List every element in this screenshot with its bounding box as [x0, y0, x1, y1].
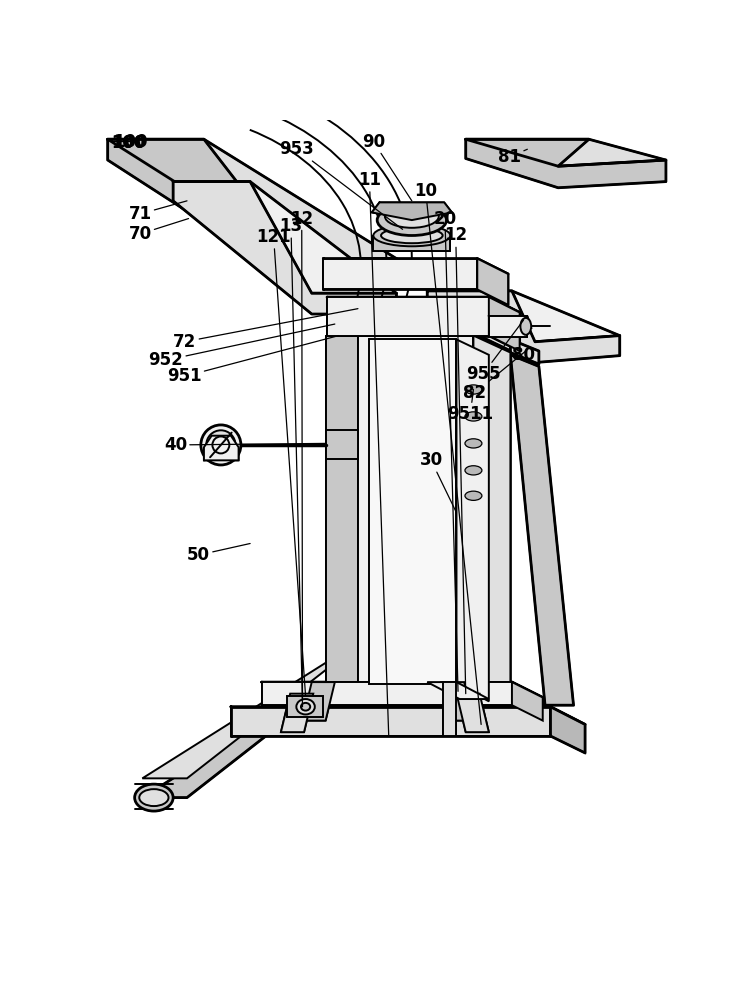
Polygon shape	[369, 339, 456, 684]
Text: 71: 71	[128, 201, 187, 223]
Text: 50: 50	[187, 544, 250, 564]
Text: 955: 955	[466, 320, 523, 383]
Text: 11: 11	[358, 171, 389, 736]
Polygon shape	[204, 436, 238, 460]
Ellipse shape	[465, 439, 482, 448]
Text: 90: 90	[362, 133, 412, 201]
Polygon shape	[456, 339, 489, 701]
Polygon shape	[358, 336, 474, 682]
Ellipse shape	[296, 699, 315, 714]
Text: 121: 121	[256, 228, 305, 696]
Polygon shape	[173, 182, 397, 293]
Polygon shape	[372, 202, 452, 220]
Text: 72: 72	[173, 309, 358, 351]
Polygon shape	[262, 682, 543, 698]
Text: 30: 30	[419, 451, 456, 513]
Polygon shape	[327, 297, 489, 336]
Polygon shape	[441, 682, 474, 721]
Polygon shape	[428, 682, 489, 699]
Ellipse shape	[385, 205, 439, 228]
Ellipse shape	[139, 789, 168, 806]
Polygon shape	[262, 682, 512, 705]
Polygon shape	[287, 696, 323, 717]
Text: 952: 952	[149, 324, 335, 369]
Text: 10: 10	[414, 182, 481, 724]
Text: 100: 100	[112, 134, 146, 152]
Text: 953: 953	[280, 140, 403, 229]
Polygon shape	[443, 682, 456, 736]
Ellipse shape	[373, 225, 450, 246]
Text: 951: 951	[167, 336, 339, 385]
Ellipse shape	[465, 385, 482, 394]
Ellipse shape	[301, 703, 310, 711]
Polygon shape	[323, 259, 508, 274]
Polygon shape	[143, 663, 335, 778]
Polygon shape	[550, 707, 585, 753]
Text: 13: 13	[280, 217, 302, 707]
Polygon shape	[456, 694, 489, 732]
Text: 70: 70	[128, 219, 188, 243]
Text: 100: 100	[113, 133, 148, 151]
Polygon shape	[326, 336, 358, 682]
Polygon shape	[231, 707, 550, 736]
Polygon shape	[512, 682, 543, 721]
Polygon shape	[173, 182, 397, 314]
Polygon shape	[108, 139, 397, 282]
Ellipse shape	[381, 228, 443, 243]
Ellipse shape	[377, 205, 446, 235]
Polygon shape	[489, 297, 520, 351]
Polygon shape	[326, 430, 358, 459]
Ellipse shape	[207, 430, 235, 460]
Ellipse shape	[465, 466, 482, 475]
Polygon shape	[143, 682, 335, 798]
Ellipse shape	[465, 412, 482, 421]
Ellipse shape	[520, 318, 531, 335]
Polygon shape	[466, 139, 666, 188]
Text: 12: 12	[444, 227, 467, 694]
Polygon shape	[477, 259, 508, 305]
Polygon shape	[281, 694, 313, 732]
Polygon shape	[302, 682, 335, 721]
Text: 9511: 9511	[447, 389, 493, 423]
Ellipse shape	[135, 784, 173, 811]
Polygon shape	[489, 316, 531, 328]
Polygon shape	[489, 316, 527, 337]
Text: 40: 40	[164, 436, 326, 454]
Polygon shape	[231, 707, 585, 724]
Polygon shape	[108, 139, 397, 259]
Polygon shape	[373, 235, 450, 251]
Text: 80: 80	[512, 346, 539, 364]
Polygon shape	[510, 339, 539, 364]
Ellipse shape	[213, 436, 229, 453]
Text: 12: 12	[290, 210, 314, 699]
Ellipse shape	[465, 491, 482, 500]
Polygon shape	[428, 291, 620, 342]
Text: 82: 82	[463, 351, 526, 402]
Polygon shape	[510, 355, 574, 705]
Polygon shape	[327, 297, 520, 312]
Text: 81: 81	[498, 148, 527, 166]
Polygon shape	[474, 336, 510, 699]
Polygon shape	[326, 351, 358, 684]
Polygon shape	[466, 139, 666, 166]
Polygon shape	[428, 291, 620, 363]
Text: 20: 20	[434, 210, 458, 691]
Text: 100: 100	[112, 134, 146, 152]
Polygon shape	[323, 259, 477, 289]
Ellipse shape	[201, 425, 241, 465]
